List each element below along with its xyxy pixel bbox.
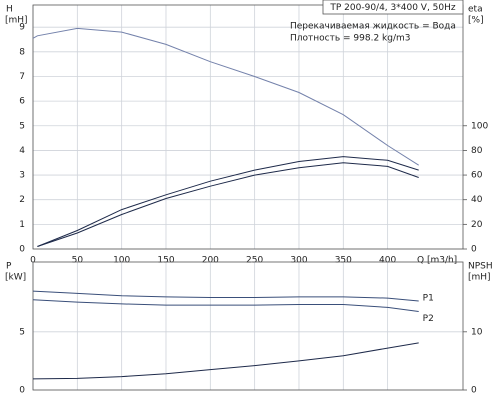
x-tick-label: 200 [202,256,219,266]
y-tick-label: 0 [19,386,25,396]
y-tick-label: 1 [19,220,25,230]
y2-tick-label: 100 [471,121,488,131]
annotation: Плотность = 998.2 kg/m3 [290,34,411,44]
y-tick-label: 4 [19,146,25,156]
curve [37,156,419,247]
series-label: P2 [423,314,434,324]
x-tick-label: 350 [335,256,352,266]
y-tick-label: 0 [19,245,25,255]
y-tick-label: 3 [19,171,25,181]
y2-tick-label: 20 [471,220,483,230]
x-tick-label: 0 [30,256,36,266]
plot-frame [32,261,464,391]
y-axis-label: P [6,262,12,272]
x-tick-label: 300 [290,256,307,266]
y2-axis-label: NPSH [468,262,493,272]
curve [32,299,419,312]
y2-tick-label: 10 [471,327,483,337]
info-box [322,0,464,15]
y-axis-unit: [kW] [5,273,26,283]
y2-tick-label: 40 [471,195,483,205]
curve [32,290,419,302]
curve [37,162,419,247]
y2-tick-label: 0 [471,245,477,255]
x-tick-label: 250 [246,256,263,266]
y-tick-label: 2 [19,195,25,205]
y2-tick-label: 0 [471,386,477,396]
y2-axis-unit: [mH] [468,273,491,283]
y-tick-label: 5 [19,121,25,131]
curve [32,27,419,166]
x-tick-label: 400 [379,256,396,266]
y2-axis-label: eta [468,5,483,15]
y-tick-label: 7 [19,72,25,82]
y2-tick-label: 60 [471,171,483,181]
y-tick-label: 8 [19,47,25,57]
curve [32,342,419,380]
y-axis-label: H [6,5,13,15]
y2-tick-label: 80 [471,146,483,156]
x-tick-label: 150 [157,256,174,266]
plot-frame [32,4,464,250]
x-tick-label: 100 [113,256,130,266]
info-box-text: TP 200-90/4, 3*400 V, 50Hz [329,3,456,13]
y-axis-unit: [mH] [5,16,28,26]
x-axis-label: Q [m3/h] [417,256,457,266]
series-label: P1 [423,293,434,303]
x-tick-label: 50 [72,256,84,266]
y2-axis-unit: [%] [468,16,484,26]
y-tick-label: 5 [19,327,25,337]
y-tick-label: 9 [19,23,25,33]
annotation: Перекачиваемая жидкость = Вода [290,22,456,32]
y-tick-label: 6 [19,97,25,107]
